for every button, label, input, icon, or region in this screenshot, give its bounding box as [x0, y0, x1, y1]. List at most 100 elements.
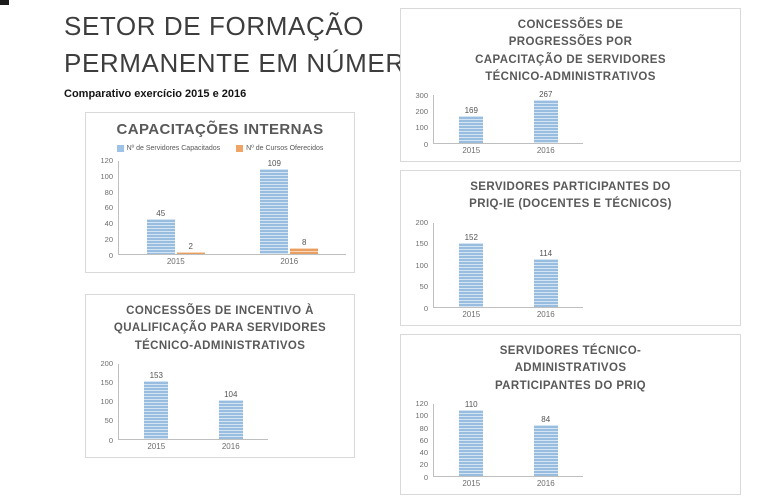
bar	[176, 252, 205, 254]
bar-holder: 109	[260, 159, 289, 254]
y-tick-label: 50	[419, 281, 428, 291]
y-tick-label: 100	[100, 171, 113, 181]
bar-holder: 2	[176, 161, 205, 254]
bar-value-label: 84	[541, 415, 551, 425]
bar-group: 104 2016	[218, 364, 243, 451]
bar-group: 169 2015	[459, 95, 484, 155]
y-axis: 0 20 40 60 80 100 120	[94, 157, 118, 258]
plot-grid: 110 2015 84 2016	[433, 399, 583, 488]
y-tick-label: 60	[104, 203, 113, 213]
plot-area: 0 100 200 300 169 2015 267 2016	[409, 91, 732, 155]
bar	[459, 115, 484, 143]
y-tick-label: 60	[419, 435, 428, 445]
bar-value-label: 2	[188, 242, 193, 252]
plot-grid: 152 2015 114 2016	[433, 222, 583, 319]
y-tick-label: 100	[100, 397, 113, 407]
y-tick-label: 40	[104, 218, 113, 228]
y-tick-label: 200	[415, 106, 428, 116]
bar-value-label: 114	[539, 248, 553, 258]
legend-swatch-icon	[236, 144, 244, 152]
chart-title: CONCESSÕES DE PROGRESSÕES POR CAPACITAÇÃ…	[475, 19, 666, 83]
y-tick-label: 80	[104, 187, 113, 197]
x-category-label: 2015	[462, 310, 481, 319]
y-tick-label: 120	[100, 156, 113, 165]
x-category-label: 2015	[147, 442, 166, 451]
bar-holder: 84	[533, 404, 558, 476]
y-tick-label: 150	[100, 378, 113, 388]
x-category-label: 2015	[462, 146, 481, 155]
bar-value-label: 109	[267, 159, 281, 169]
bar	[146, 219, 175, 254]
plot-area: 0 50 100 150 200 152 2015 114 2016	[409, 219, 732, 319]
bar-group: 152 2015	[459, 223, 484, 319]
page-title-line1: SETOR DE FORMAÇÃO	[64, 11, 365, 41]
y-tick-label: 0	[423, 472, 428, 482]
bar-value-label: 267	[539, 90, 553, 100]
plot-area: 0 20 40 60 80 100 120 110 2015 84 2016	[409, 399, 732, 488]
x-category-label: 2016	[536, 146, 555, 155]
chart-title: SERVIDORES TÉCNICO-ADMINISTRATIVOS PARTI…	[494, 345, 647, 392]
legend-label: Nº de Servidores Capacitados	[126, 144, 221, 152]
y-axis: 0 50 100 150 200	[409, 219, 433, 313]
chart-servidores-priq: SERVIDORES TÉCNICO-ADMINISTRATIVOS PARTI…	[400, 334, 741, 495]
bar-value-label: 152	[464, 232, 478, 242]
chart-concessoes-incentivo: CONCESSÕES DE INCENTIVO À QUALIFICAÇÃO P…	[85, 294, 355, 458]
y-tick-label: 0	[108, 250, 113, 260]
bar-holder: 8	[290, 161, 319, 254]
bar-value-label: 45	[156, 209, 166, 219]
bar-holder: 153	[144, 364, 169, 439]
y-tick-label: 300	[415, 90, 428, 100]
bar	[260, 169, 289, 254]
y-tick-label: 0	[423, 303, 428, 313]
legend-label: Nº de Cursos Oferecidos	[246, 144, 324, 152]
bar-value-label: 153	[149, 371, 163, 381]
bar-holder: 110	[459, 399, 484, 476]
y-tick-label: 200	[415, 217, 428, 227]
bar-group: 153 2015	[144, 364, 169, 451]
page-subtitle: Comparativo exercício 2015 e 2016	[64, 88, 247, 100]
bar-group: 109 8 2016	[260, 159, 319, 266]
chart-title: CAPACITAÇÕES INTERNAS	[116, 121, 324, 138]
y-tick-label: 40	[419, 447, 428, 457]
y-tick-label: 80	[419, 423, 428, 433]
chart-title: SERVIDORES PARTICIPANTES DO PRIQ-IE (DOC…	[469, 181, 672, 211]
y-tick-label: 100	[415, 122, 428, 132]
plot-grid: 153 2015 104 2016	[118, 363, 268, 451]
legend-item: Nº de Servidores Capacitados	[116, 144, 221, 152]
bar	[459, 409, 484, 476]
chart-concessoes-progressoes: CONCESSÕES DE PROGRESSÕES POR CAPACITAÇÃ…	[400, 8, 741, 162]
bar	[290, 247, 319, 254]
chart-servidores-priq-ie: SERVIDORES PARTICIPANTES DO PRIQ-IE (DOC…	[400, 170, 741, 326]
y-tick-label: 120	[415, 399, 428, 408]
chart-capacitacoes-internas: CAPACITAÇÕES INTERNAS Nº de Servidores Ca…	[85, 112, 355, 273]
bar	[218, 399, 243, 439]
y-tick-label: 0	[108, 435, 113, 445]
y-tick-label: 200	[100, 359, 113, 368]
bar	[144, 381, 169, 439]
y-tick-label: 50	[104, 416, 113, 426]
bar-group: 114 2016	[533, 223, 558, 319]
plot-grid: 169 2015 267 2016	[433, 91, 583, 155]
bar-value-label: 104	[224, 389, 238, 399]
bar-group: 45 2 2015	[146, 161, 205, 266]
bar-holder: 152	[459, 223, 484, 307]
bar	[533, 425, 558, 476]
bar-holder: 267	[533, 91, 558, 143]
y-axis: 0 20 40 60 80 100 120	[409, 400, 433, 480]
y-tick-label: 100	[415, 411, 428, 421]
bar-value-label: 110	[464, 399, 478, 409]
bar-group: 267 2016	[533, 91, 558, 155]
bar-holder: 114	[533, 223, 558, 307]
bar	[533, 258, 558, 307]
x-category-label: 2016	[536, 479, 555, 488]
bar-value-label: 169	[464, 105, 478, 115]
y-tick-label: 100	[415, 260, 428, 270]
bar-group: 84 2016	[533, 404, 558, 488]
y-tick-label: 150	[415, 239, 428, 249]
bar-group: 110 2015	[459, 399, 484, 488]
x-category-label: 2016	[221, 442, 240, 451]
plot-area: 0 50 100 150 200 153 2015 104 2016	[94, 360, 346, 451]
x-category-label: 2015	[166, 257, 185, 266]
x-category-label: 2015	[462, 479, 481, 488]
